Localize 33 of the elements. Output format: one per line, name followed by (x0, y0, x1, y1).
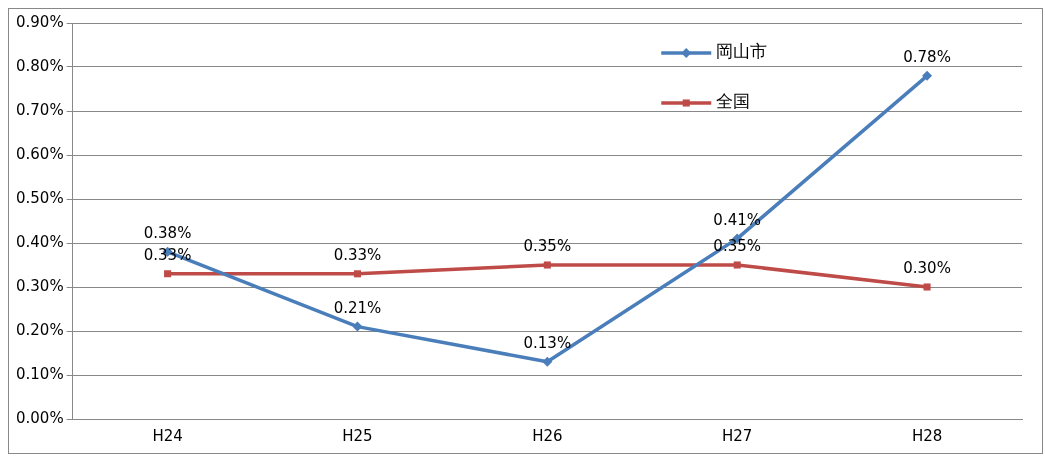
point (353, 270, 361, 278)
point (352, 321, 363, 332)
data-label: 0.41% (713, 210, 762, 229)
x-tick-label: H27 (722, 426, 753, 445)
legend-label: 岡山市 (716, 41, 768, 62)
point (543, 261, 551, 269)
y-tick-label: 0.10% (16, 364, 64, 383)
data-label: 0.38% (143, 224, 192, 243)
x-tick-label: H28 (911, 426, 943, 445)
data-label: 0.30% (903, 259, 951, 278)
data-label: 0.33% (333, 246, 382, 265)
point (733, 261, 741, 269)
y-tick-label: 0.20% (16, 320, 64, 339)
data-label: 0.35% (523, 237, 572, 256)
point (923, 283, 931, 291)
x-tick-label: H25 (342, 426, 373, 445)
y-tick-label: 0.90% (16, 12, 64, 31)
data-label: 0.78% (903, 48, 951, 67)
x-tick-label: H26 (532, 426, 563, 445)
point (164, 270, 172, 278)
y-tick-label: 0.70% (16, 100, 64, 119)
y-tick-label: 0.40% (16, 232, 64, 251)
y-tick-label: 0.00% (16, 408, 64, 427)
y-tick-label: 0.80% (16, 56, 64, 75)
data-label: 0.21% (333, 298, 382, 317)
point (542, 356, 553, 367)
y-tick-label: 0.50% (16, 188, 64, 207)
data-label: 0.13% (523, 334, 572, 353)
y-tick-label: 0.60% (16, 144, 64, 163)
point (922, 70, 933, 81)
legend-label: 全国 (716, 91, 751, 112)
y-tick-label: 0.30% (16, 276, 64, 295)
x-tick-label: H24 (152, 426, 183, 445)
